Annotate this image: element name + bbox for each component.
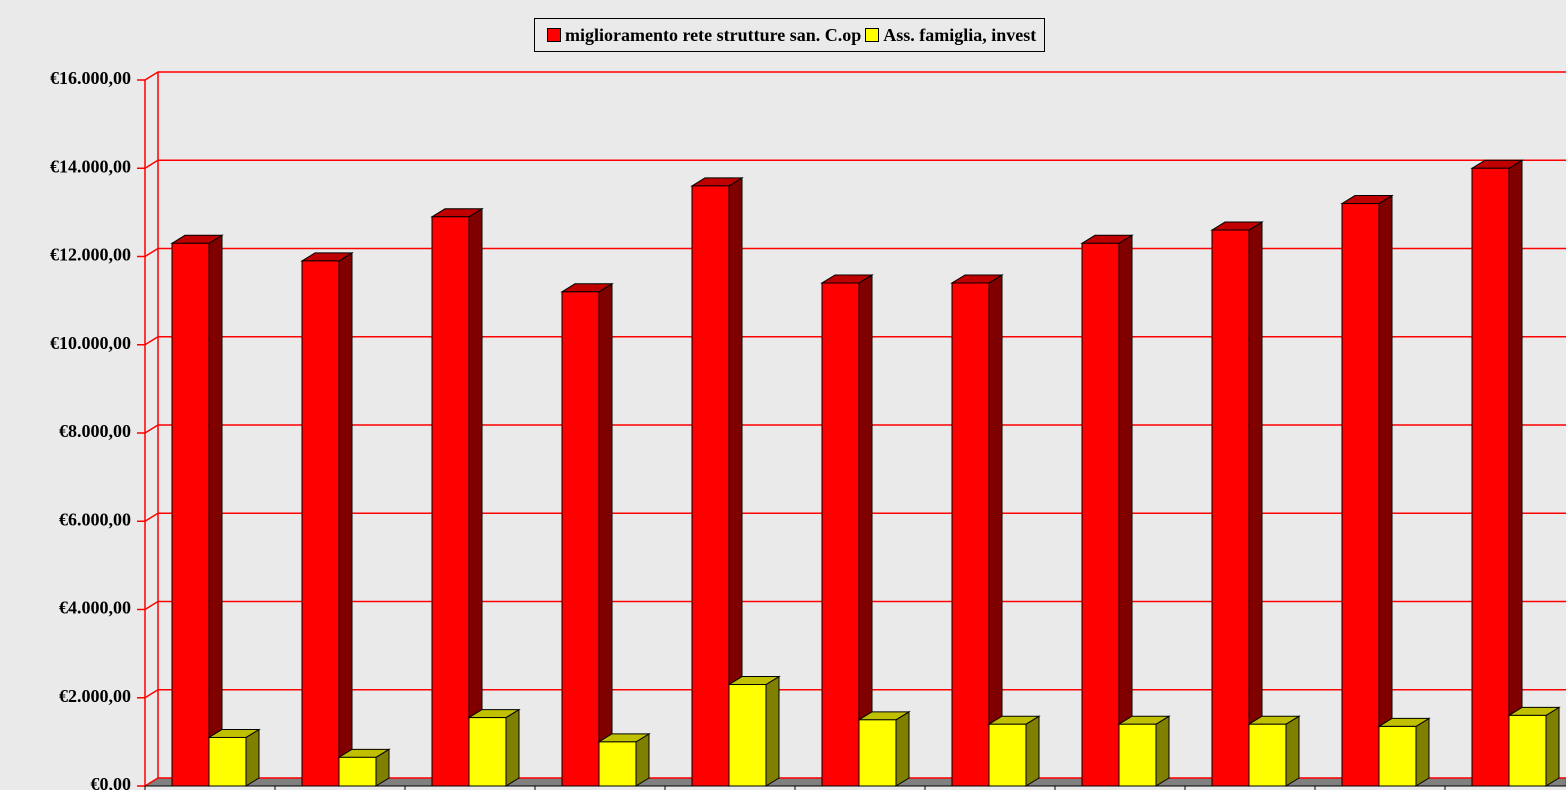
bar <box>727 675 781 787</box>
bar <box>207 728 261 787</box>
bar-front <box>988 723 1027 787</box>
legend-swatch <box>865 28 880 42</box>
legend-label: miglioramento rete strutture san. C.op <box>565 24 862 45</box>
y-tick-label: €6.000,00 <box>59 509 131 529</box>
bar-front <box>431 216 470 787</box>
bar <box>467 708 521 787</box>
bar-side <box>1545 706 1560 787</box>
y-tick-label: €0,00 <box>91 774 132 790</box>
bar-side <box>1378 194 1393 787</box>
grid-line <box>144 159 1566 169</box>
bar-side <box>635 732 650 787</box>
bar <box>1080 234 1134 787</box>
bar-front <box>1471 167 1510 787</box>
bar-side <box>895 710 910 787</box>
bar-front <box>1341 203 1380 787</box>
y-tick-label: €10.000,00 <box>50 333 131 353</box>
bar-front <box>1211 229 1250 787</box>
bar <box>820 274 874 787</box>
bar-side <box>1025 715 1040 787</box>
bar-side <box>1118 234 1133 787</box>
bar <box>1210 221 1264 787</box>
bar-front <box>171 242 210 787</box>
y-tick-label: €2.000,00 <box>59 686 131 706</box>
bar-front <box>951 282 990 787</box>
bar <box>597 732 651 787</box>
bar <box>430 207 484 787</box>
bar-side <box>245 728 260 787</box>
bar-side <box>988 274 1003 787</box>
bar-front <box>1248 723 1287 787</box>
bar-front <box>208 736 247 787</box>
bar-front <box>821 282 860 787</box>
bar-front <box>728 684 767 787</box>
bar-side <box>505 708 520 787</box>
bar <box>337 748 391 787</box>
bar-front <box>468 717 507 787</box>
bar-side <box>1248 221 1263 787</box>
bar-side <box>1155 715 1170 787</box>
bar <box>1340 194 1394 787</box>
legend: miglioramento rete strutture san. C.op As… <box>534 18 1046 52</box>
bar-side <box>1508 159 1523 787</box>
bar-front <box>598 741 637 787</box>
y-tick-label: €16.000,00 <box>50 68 131 88</box>
bar-front <box>1378 725 1417 787</box>
bar <box>170 234 224 787</box>
bar-side <box>1415 717 1430 787</box>
y-tick-label: €4.000,00 <box>59 598 131 618</box>
bar-front <box>561 291 600 787</box>
bar <box>300 252 354 787</box>
bar-side <box>1285 715 1300 787</box>
y-tick-label: €8.000,00 <box>59 421 131 441</box>
bar-front <box>301 260 340 787</box>
bar <box>560 282 614 787</box>
bar <box>1377 717 1431 787</box>
bar <box>690 177 744 787</box>
bar <box>857 710 911 787</box>
bar-side <box>338 252 353 787</box>
bar-side <box>858 274 873 787</box>
bar <box>1470 159 1524 787</box>
grid-line <box>144 71 1566 81</box>
bar-side <box>468 207 483 787</box>
bar <box>987 715 1041 787</box>
bar <box>1117 715 1171 787</box>
bar-front <box>1081 242 1120 787</box>
y-tick-label: €14.000,00 <box>50 156 131 176</box>
bar <box>1507 706 1561 787</box>
bar <box>950 274 1004 787</box>
y-tick-label: €12.000,00 <box>50 245 131 265</box>
bar-front <box>858 719 897 787</box>
bar-side <box>765 675 780 787</box>
bar-front <box>1118 723 1157 787</box>
bar-side <box>208 234 223 787</box>
bar-front <box>338 756 377 787</box>
bar <box>1247 715 1301 787</box>
bar-front <box>691 185 730 787</box>
bar-side <box>598 282 613 787</box>
bar-front <box>1508 714 1547 787</box>
legend-label: Ass. famiglia, invest <box>883 24 1037 45</box>
legend-swatch <box>547 28 561 42</box>
